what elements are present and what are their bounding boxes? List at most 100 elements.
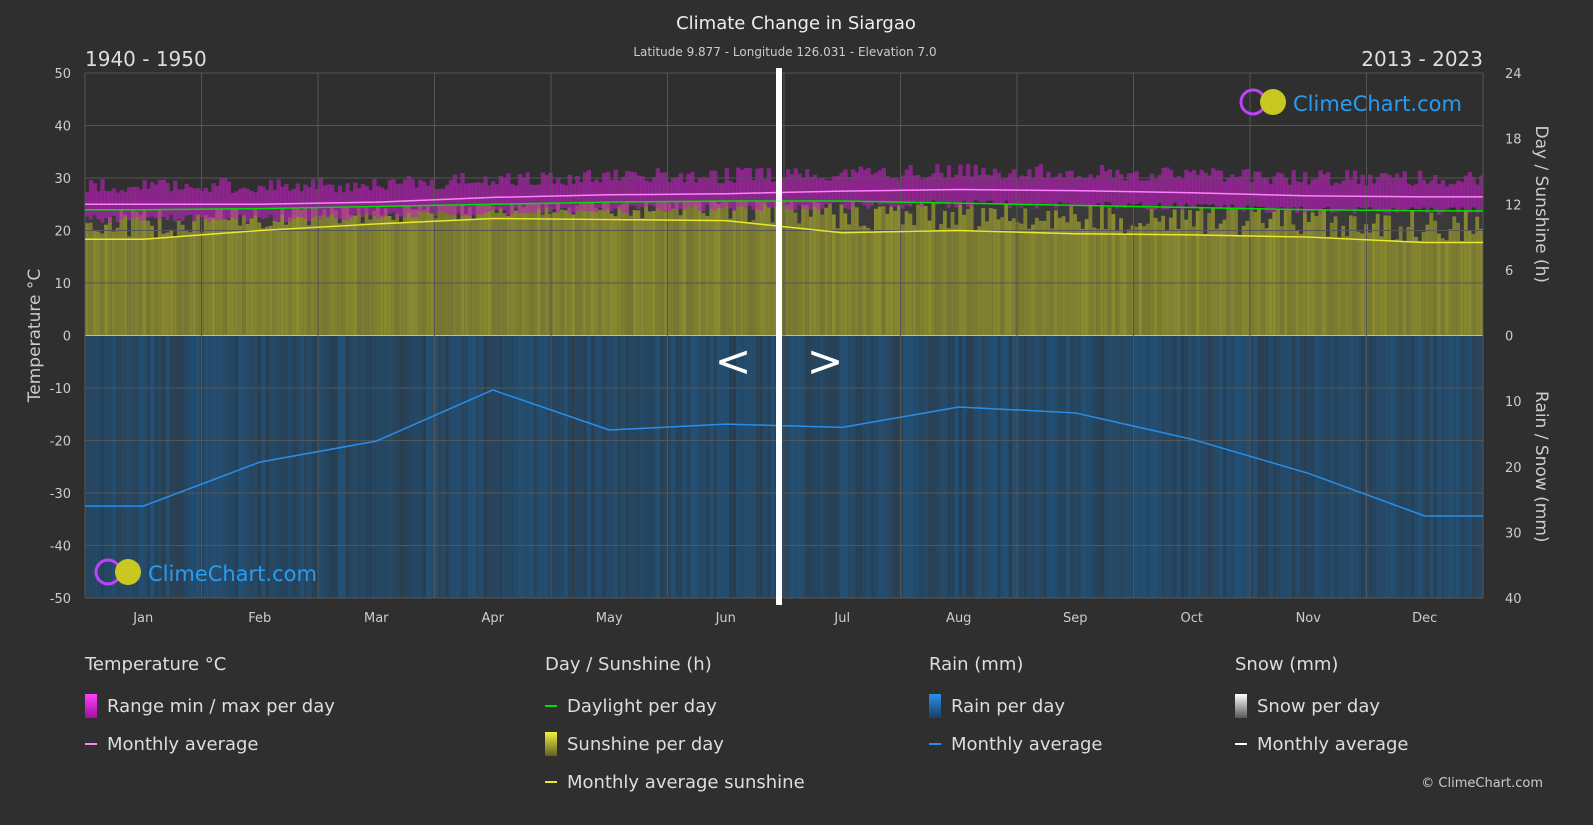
temp-range-bar bbox=[1379, 173, 1384, 211]
x-tick-label: Dec bbox=[1412, 611, 1437, 626]
sunshine-bar bbox=[1329, 222, 1335, 336]
rain-bar bbox=[828, 335, 833, 598]
sunshine-bar bbox=[1161, 215, 1166, 336]
sunshine-bar bbox=[1038, 220, 1044, 336]
rain-bar bbox=[1276, 335, 1281, 598]
sunshine-bar bbox=[636, 210, 641, 336]
rain-bar bbox=[525, 335, 530, 598]
y-right-tick: 20 bbox=[1505, 461, 1522, 476]
rain-bar bbox=[1310, 335, 1315, 598]
rain-bar bbox=[111, 335, 117, 598]
rain-bar bbox=[1460, 335, 1465, 598]
rain-bar bbox=[425, 335, 431, 598]
rain-bar bbox=[1287, 335, 1292, 598]
temp-range-bar bbox=[1387, 174, 1392, 214]
temp-range-bar bbox=[464, 183, 469, 216]
rain-bar bbox=[598, 335, 603, 598]
temp-range-bar bbox=[747, 167, 752, 206]
rain-bar bbox=[1084, 335, 1089, 598]
rain-bar bbox=[1107, 335, 1112, 598]
rain-bar bbox=[805, 335, 810, 598]
rain-bar bbox=[716, 335, 722, 598]
sunshine-bar bbox=[1218, 223, 1224, 336]
temp-range-bar bbox=[242, 187, 247, 217]
temp-range-bar bbox=[153, 184, 159, 219]
rain-bar bbox=[1203, 335, 1208, 598]
sunshine-bar bbox=[559, 209, 565, 336]
sunshine-bar bbox=[805, 204, 810, 336]
rain-bar bbox=[226, 335, 232, 598]
rain-bar bbox=[1391, 335, 1396, 598]
sunshine-bar bbox=[525, 203, 530, 336]
temp-range-bar bbox=[1318, 170, 1323, 214]
sunshine-bar bbox=[1237, 234, 1243, 336]
sunshine-bar bbox=[682, 201, 687, 336]
temp-range-bar bbox=[1103, 171, 1109, 202]
temp-range-bar bbox=[1306, 184, 1312, 212]
rain-bar bbox=[196, 335, 201, 598]
sunshine-bar bbox=[889, 206, 894, 336]
rain-bar bbox=[96, 335, 101, 598]
rain-bar bbox=[594, 335, 599, 598]
rain-bar bbox=[88, 335, 94, 598]
sunshine-bar bbox=[272, 220, 278, 336]
sunshine-bar bbox=[1437, 233, 1442, 336]
rain-bar bbox=[107, 335, 113, 598]
next-arrow[interactable]: > bbox=[807, 336, 844, 387]
sunshine-bar bbox=[720, 201, 726, 336]
temp-range-bar bbox=[295, 183, 300, 217]
temp-range-bar bbox=[529, 184, 534, 213]
rain-bar bbox=[1015, 335, 1021, 598]
rain-bar bbox=[1111, 335, 1116, 598]
rain-bar bbox=[1134, 335, 1139, 598]
y-right-tick: 30 bbox=[1505, 526, 1522, 541]
rain-bar bbox=[238, 335, 243, 598]
rain-bar bbox=[1142, 335, 1147, 598]
axis-label: Temperature °C bbox=[25, 269, 45, 403]
sunshine-bar bbox=[1260, 222, 1266, 336]
rain-bar bbox=[406, 335, 412, 598]
temp-range-bar bbox=[333, 192, 339, 219]
temp-range-bar bbox=[736, 167, 741, 207]
temp-range-bar bbox=[808, 177, 814, 210]
rain-bar bbox=[295, 335, 300, 598]
x-tick-label: Apr bbox=[482, 611, 505, 626]
rain-bar bbox=[617, 335, 622, 598]
temp-range-bar bbox=[429, 179, 435, 214]
rain-bar bbox=[1138, 335, 1143, 598]
rain-bar bbox=[1394, 335, 1400, 598]
rain-bar bbox=[1437, 335, 1442, 598]
temp-range-bar bbox=[874, 172, 879, 203]
prev-arrow[interactable]: < bbox=[715, 336, 752, 387]
rain-bar bbox=[399, 335, 404, 598]
temp-range-bar bbox=[1440, 180, 1446, 213]
sunshine-bar bbox=[958, 203, 963, 336]
temp-range-bar bbox=[448, 179, 454, 216]
sunshine-bar bbox=[751, 219, 756, 336]
temp-range-bar bbox=[387, 180, 392, 214]
rain-bar bbox=[1019, 335, 1024, 598]
rain-bar bbox=[992, 335, 998, 598]
period-divider[interactable] bbox=[776, 68, 782, 605]
rain-bar bbox=[219, 335, 224, 598]
sunshine-bar bbox=[104, 224, 109, 336]
rain-bar bbox=[862, 335, 867, 598]
sunshine-bar bbox=[1333, 216, 1338, 336]
temp-range-bar bbox=[1417, 170, 1423, 210]
sunshine-bar bbox=[1257, 208, 1262, 336]
rain-bar bbox=[877, 335, 883, 598]
sunshine-bar bbox=[690, 201, 695, 336]
sunshine-bar bbox=[1360, 233, 1365, 336]
rain-bar bbox=[797, 335, 802, 598]
rain-bar bbox=[1368, 335, 1373, 598]
sunshine-bar bbox=[1410, 210, 1415, 336]
y-left-tick: -30 bbox=[50, 487, 71, 502]
temp-range-bar bbox=[839, 172, 844, 204]
rain-bar bbox=[552, 335, 557, 598]
sunshine-bar bbox=[1008, 220, 1013, 336]
rain-bar bbox=[1257, 335, 1262, 598]
temp-range-bar bbox=[146, 188, 151, 218]
rain-bar bbox=[820, 335, 825, 598]
rain-bar bbox=[165, 335, 170, 598]
